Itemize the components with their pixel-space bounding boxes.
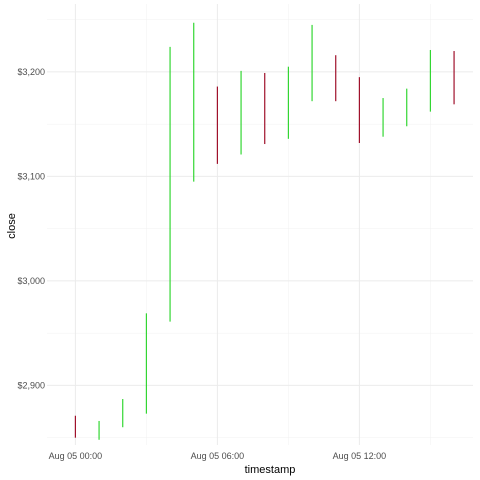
y-tick-label: $3,000 <box>17 276 45 286</box>
y-tick-label: $3,100 <box>17 171 45 181</box>
x-tick-label: Aug 05 12:00 <box>333 451 387 461</box>
x-tick-label: Aug 05 00:00 <box>49 451 103 461</box>
x-axis-title: timestamp <box>245 464 296 476</box>
x-tick-label: Aug 05 06:00 <box>191 451 245 461</box>
y-axis-title: close <box>6 213 18 239</box>
y-tick-label: $3,200 <box>17 67 45 77</box>
axis-labels: Aug 05 00:00 Aug 05 06:00 Aug 05 12:00 $2,9… <box>17 67 386 461</box>
y-tick-label: $2,900 <box>17 380 45 390</box>
grid-layer <box>47 4 473 445</box>
ohlc-bars <box>74 22 455 440</box>
